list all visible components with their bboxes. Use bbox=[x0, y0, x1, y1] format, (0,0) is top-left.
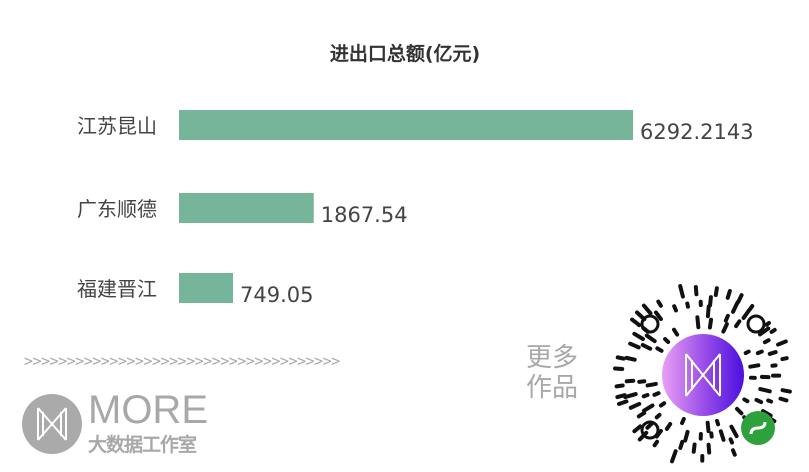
divider-arrows: >>>>>>>>>>>>>>>>>>>>>>>>>>>>>>>>>>>>> bbox=[24, 352, 340, 370]
qr-dash bbox=[641, 303, 653, 316]
wechat-mini-program-qr-icon[interactable] bbox=[608, 278, 798, 468]
qr-dash bbox=[628, 401, 642, 410]
qr-dash bbox=[678, 439, 685, 450]
qr-dash bbox=[742, 397, 750, 404]
value-label: 749.05 bbox=[240, 283, 313, 307]
qr-dash bbox=[728, 437, 734, 445]
qr-dash bbox=[748, 363, 761, 369]
qr-dash bbox=[754, 397, 764, 405]
qr-dash bbox=[766, 398, 774, 404]
bar-chart: 进出口总额(亿元) 江苏昆山 6292.2143 广东顺德 1867.54 福建晋江 74… bbox=[77, 42, 754, 307]
qr-dash bbox=[645, 421, 655, 430]
qr-dash bbox=[706, 442, 712, 455]
qr-dash bbox=[730, 448, 737, 457]
qr-dash bbox=[613, 366, 625, 371]
qr-dash bbox=[615, 355, 626, 361]
brand-subtitle: 大数据工作室 bbox=[88, 434, 197, 456]
chart-title: 进出口总额(亿元) bbox=[330, 42, 480, 65]
qr-dash bbox=[615, 393, 627, 400]
qr-dash bbox=[780, 388, 792, 394]
qr-dash bbox=[664, 422, 673, 431]
qr-dash bbox=[762, 338, 771, 345]
qr-dash bbox=[713, 286, 719, 298]
qr-dash bbox=[721, 322, 729, 334]
category-label: 广东顺德 bbox=[77, 197, 157, 221]
bar-2 bbox=[179, 273, 234, 303]
qr-dash bbox=[758, 387, 772, 394]
qr-dash bbox=[670, 449, 678, 464]
qr-dash bbox=[767, 350, 778, 356]
qr-dash bbox=[736, 293, 744, 305]
qr-dash bbox=[644, 333, 657, 344]
qr-dash bbox=[718, 429, 726, 442]
qr-dash bbox=[707, 317, 714, 330]
qr-dash bbox=[748, 304, 755, 312]
qr-dash bbox=[691, 442, 697, 454]
category-label: 福建晋江 bbox=[77, 277, 157, 301]
qr-dash bbox=[755, 349, 764, 356]
qr-dash bbox=[715, 418, 721, 427]
qr-dash bbox=[632, 331, 645, 341]
qr-dash bbox=[630, 317, 642, 328]
qr-dash bbox=[658, 401, 667, 408]
value-label: 6292.2143 bbox=[640, 120, 754, 144]
more-logo-icon bbox=[22, 394, 82, 454]
qr-dash bbox=[636, 410, 647, 419]
qr-dash bbox=[760, 409, 773, 418]
more-works-label: 更多作品 bbox=[526, 343, 579, 403]
qr-dash bbox=[652, 391, 661, 397]
qr-dash bbox=[653, 310, 663, 322]
qr-dash bbox=[654, 412, 662, 420]
qr-dash bbox=[663, 337, 671, 345]
qr-dash bbox=[734, 406, 744, 416]
qr-dash bbox=[723, 313, 730, 323]
category-label: 江苏昆山 bbox=[77, 114, 157, 138]
qr-dash bbox=[624, 378, 636, 384]
qr-dash bbox=[652, 439, 660, 448]
qr-dash bbox=[655, 346, 664, 353]
qr-dash bbox=[757, 326, 771, 337]
brand-name: MORE bbox=[88, 388, 208, 432]
qr-dash bbox=[693, 284, 699, 297]
qr-dash bbox=[683, 429, 690, 443]
qr-dash bbox=[645, 381, 658, 388]
qr-dash bbox=[628, 341, 641, 350]
qr-dash bbox=[705, 420, 711, 434]
qr-dash bbox=[678, 284, 685, 299]
qr-dash bbox=[780, 356, 789, 362]
qr-dash bbox=[741, 308, 752, 320]
qr-dash bbox=[624, 355, 637, 362]
value-label: 1867.54 bbox=[321, 203, 408, 227]
qr-dash bbox=[731, 300, 740, 314]
bar-0 bbox=[179, 110, 633, 140]
qr-dash bbox=[734, 319, 742, 329]
qr-dash bbox=[614, 383, 625, 389]
qr-dash bbox=[641, 403, 655, 413]
qr-dash bbox=[616, 399, 629, 406]
qr-dash bbox=[769, 327, 777, 334]
qr-dash bbox=[680, 416, 686, 426]
qr-dash bbox=[672, 304, 678, 313]
qr-dash bbox=[729, 424, 739, 439]
bar-1 bbox=[179, 193, 314, 223]
qr-dash bbox=[672, 327, 680, 337]
qr-dash bbox=[708, 295, 713, 308]
qr-dash bbox=[632, 424, 643, 434]
qr-dash bbox=[764, 320, 771, 327]
qr-dash bbox=[695, 315, 701, 330]
qr-dash bbox=[743, 349, 751, 356]
qr-dash bbox=[640, 342, 653, 351]
qr-dash bbox=[776, 339, 788, 347]
qr-dash bbox=[778, 396, 789, 403]
qr-dash bbox=[656, 299, 663, 308]
qr-dash bbox=[685, 301, 690, 309]
qr-dash bbox=[705, 304, 711, 319]
qr-dash bbox=[637, 379, 647, 384]
qr-dash bbox=[641, 392, 650, 399]
qr-dash bbox=[623, 392, 638, 400]
qr-dash bbox=[725, 289, 732, 300]
